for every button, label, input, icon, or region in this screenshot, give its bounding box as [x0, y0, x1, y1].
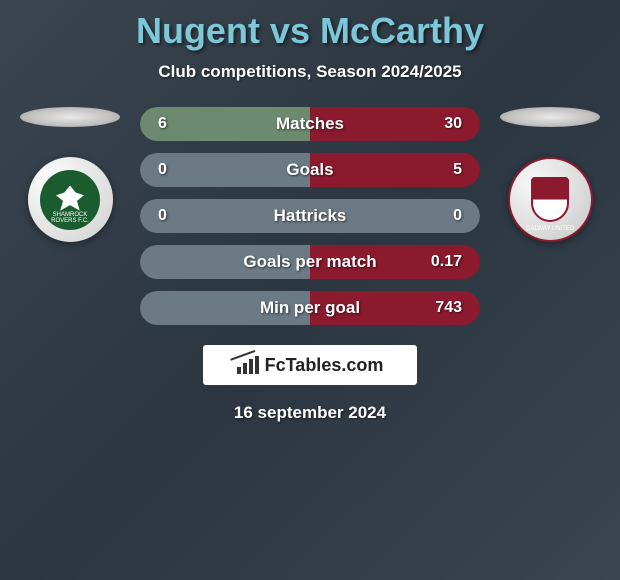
badge-left-text: SHAMROCK ROVERS F.C. [40, 212, 100, 224]
club-badge-left: SHAMROCK ROVERS F.C. [28, 157, 113, 242]
stat-value-right: 0.17 [431, 253, 462, 271]
player-right-photo [500, 107, 600, 127]
main-container: Nugent vs McCarthy Club competitions, Se… [0, 0, 620, 423]
stat-row: 0 Goals 5 [140, 153, 480, 187]
stat-label: Hattricks [274, 206, 347, 226]
shamrock-rovers-crest: SHAMROCK ROVERS F.C. [40, 170, 100, 230]
stat-row: Goals per match 0.17 [140, 245, 480, 279]
stat-value-right: 30 [444, 115, 462, 133]
date-label: 16 september 2024 [0, 403, 620, 423]
stat-label: Matches [276, 114, 344, 134]
stats-list: 6 Matches 30 0 Goals 5 0 Hattricks 0 Goa… [130, 107, 490, 325]
club-badge-right: GALWAY UNITED [508, 157, 593, 242]
stat-value-right: 5 [453, 161, 462, 179]
player-right-side: GALWAY UNITED [490, 107, 610, 242]
page-subtitle: Club competitions, Season 2024/2025 [0, 62, 620, 82]
stat-value-right: 0 [453, 207, 462, 225]
stat-label: Min per goal [260, 298, 360, 318]
stat-value-left: 0 [158, 161, 167, 179]
player-left-photo [20, 107, 120, 127]
stat-label: Goals [286, 160, 333, 180]
branding-text: FcTables.com [265, 355, 384, 376]
player-left-side: SHAMROCK ROVERS F.C. [10, 107, 130, 242]
stat-row: 0 Hattricks 0 [140, 199, 480, 233]
stat-row: 6 Matches 30 [140, 107, 480, 141]
stat-row: Min per goal 743 [140, 291, 480, 325]
badge-right-text: GALWAY UNITED [510, 226, 591, 232]
stat-value-left: 0 [158, 207, 167, 225]
galway-united-crest [531, 177, 569, 222]
stat-label: Goals per match [243, 252, 376, 272]
page-title: Nugent vs McCarthy [0, 10, 620, 52]
chart-icon [237, 356, 259, 374]
stat-value-right: 743 [435, 299, 462, 317]
stat-value-left: 6 [158, 115, 167, 133]
branding-box[interactable]: FcTables.com [203, 345, 417, 385]
shamrock-icon [56, 186, 84, 214]
comparison-area: SHAMROCK ROVERS F.C. 6 Matches 30 0 Goal… [0, 107, 620, 325]
